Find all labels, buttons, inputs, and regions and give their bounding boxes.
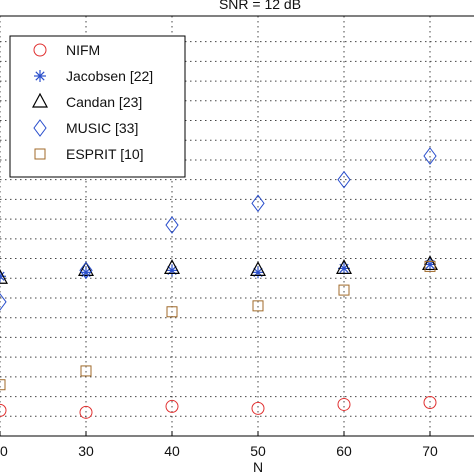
x-axis-label: N	[253, 459, 263, 474]
x-tick-label: 60	[336, 443, 352, 459]
x-tick-label: 50	[250, 443, 266, 459]
point-esprit-10	[424, 260, 436, 272]
x-tick-label: 30	[78, 443, 94, 459]
x-tick-label: 40	[164, 443, 180, 459]
point-music-33	[165, 216, 179, 234]
point-nifm	[165, 399, 179, 413]
legend-label-nifm: NIFM	[66, 42, 100, 58]
point-esprit-10	[166, 306, 178, 318]
legend-marker-jacobsen-22	[34, 70, 46, 82]
point-candan-23	[77, 261, 95, 276]
point-jacobsen-22	[252, 266, 264, 279]
chart-title: SNR = 12 dB	[219, 0, 301, 12]
point-music-33	[79, 261, 93, 280]
x-ticks: 20 30 40 50 60 70	[0, 431, 438, 459]
point-candan-23	[421, 255, 439, 271]
point-candan-23	[335, 259, 353, 274]
axes	[0, 15, 474, 437]
point-candan-23	[163, 259, 181, 274]
point-candan-23	[249, 261, 267, 276]
point-esprit-10	[80, 365, 92, 377]
point-nifm	[0, 403, 7, 417]
x-tick-label: 70	[422, 443, 438, 459]
point-jacobsen-22	[166, 264, 178, 277]
point-music-33	[0, 293, 7, 311]
legend-label-candan-23: Candan [23]	[66, 94, 142, 110]
point-candan-23	[0, 268, 9, 284]
point-nifm	[337, 397, 351, 411]
point-music-33	[337, 170, 351, 189]
legend-marker-nifm	[33, 43, 47, 57]
data-marks	[0, 147, 439, 419]
grid	[0, 16, 474, 436]
x-tick-label: 20	[0, 443, 8, 459]
legend-label-jacobsen-22: Jacobsen [22]	[66, 68, 153, 84]
legend-label-music-33: MUSIC [33]	[66, 120, 138, 136]
legend-label-esprit-10: ESPRIT [10]	[66, 146, 144, 162]
point-nifm	[79, 405, 93, 419]
point-music-33	[251, 194, 265, 213]
legend-marker-candan-23	[31, 92, 49, 108]
point-music-33	[423, 147, 437, 165]
point-esprit-10	[252, 300, 264, 312]
legend: NIFM Jacobsen [22] Candan [23] MUSIC [33] ES…	[9, 35, 186, 178]
point-jacobsen-22	[0, 270, 6, 283]
point-esprit-10	[0, 379, 6, 391]
legend-marker-esprit-10	[34, 148, 46, 160]
point-nifm	[423, 395, 437, 409]
point-esprit-10	[338, 284, 350, 296]
point-nifm	[251, 401, 265, 415]
legend-marker-music-33	[33, 119, 47, 137]
